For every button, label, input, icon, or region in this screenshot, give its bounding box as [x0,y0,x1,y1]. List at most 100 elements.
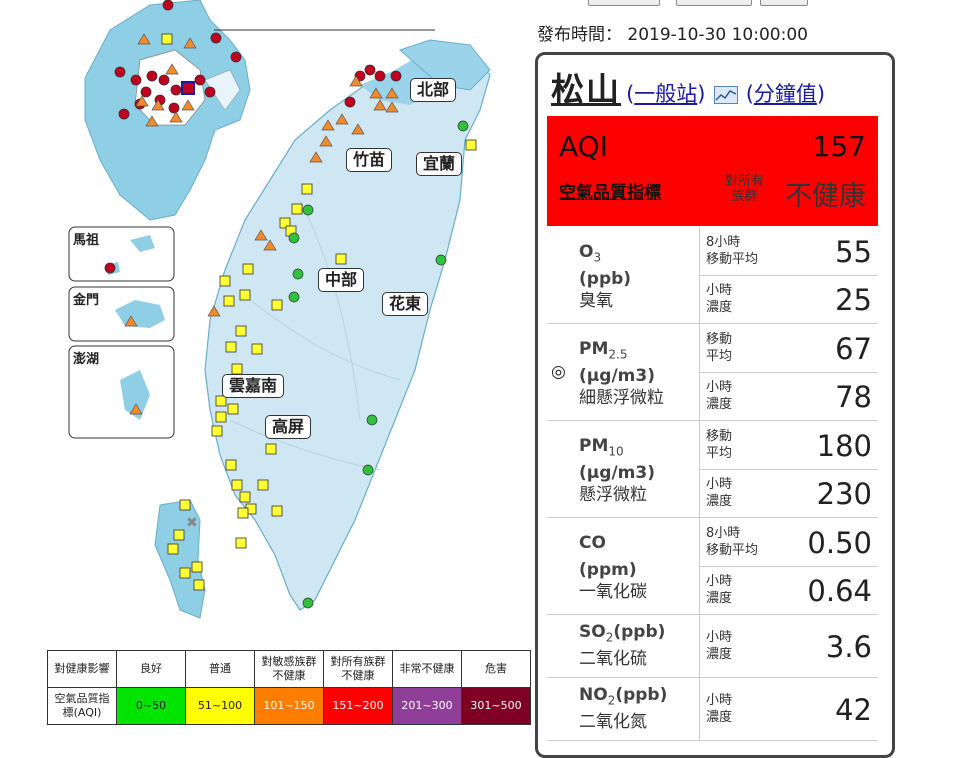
reading-row: 小時濃度 0.64 [699,566,878,614]
reading-value: 180 [816,429,872,463]
reading-label: 小時 濃度 [706,282,732,316]
reading-row: 8小時 移動平均 0.50 [699,518,878,567]
pollutant-name-block: PM10 (μg/m3) 懸浮微粒 [579,435,655,506]
pollutant-formula-sub: 10 [608,444,624,459]
reading-label: 8小時 移動平均 [706,525,758,559]
legend-row-aqi: 空氣品質指標(AQI) 0~50 51~100 101~150 151~200 … [47,687,531,725]
legend-hazardous: 危害 [461,650,531,688]
pollutant-formula-main: PM [579,436,609,456]
reading-label-line1: 小時 [706,574,733,589]
pollutant-row: CO (ppm) 一氧化碳 8小時 移動平均 0.50 小時 濃度 0.64 [547,518,878,615]
reading-value: 25 [835,283,872,317]
legend-range-good: 0~50 [116,687,186,725]
chart-icon[interactable] [713,86,738,104]
pollutant-chinese-name: 一氧化碳 [579,582,647,603]
reading-label-line2: 平均 [706,446,733,461]
reading-label-line2: 濃度 [706,591,733,606]
pollutant-formula-unit-inline: (ppb) [615,685,668,705]
reading-row: 小時 濃度 25 [699,275,878,323]
aqi-summary-box: AQI 157 空氣品質指標 對所有 族群 不健康 [547,116,878,226]
reading-label-line2: 濃度 [706,397,733,412]
pollutant-formula: O3 [579,241,631,268]
pollutant-formula: PM10 [579,435,655,462]
top-control-2[interactable] [676,0,752,6]
publish-label: 發布時間： [537,25,622,45]
inset-title-penghu[interactable]: 澎湖 [73,352,100,367]
reading-label: 小時 濃度 [706,379,732,413]
pollutant-unit: (ppb) [579,269,632,290]
pollutant-formula: CO [579,532,647,559]
pollutant-unit: (μg/m3) [579,463,655,484]
station-markers[interactable]: ✖ [104,0,477,609]
taiwan-main-island [154,39,491,619]
offline-station-icon: ✖ [186,515,198,531]
reading-label: 小時 濃度 [706,573,732,607]
reading-value: 3.6 [825,630,872,664]
region-label-yunjianan[interactable]: 雲嘉南 [222,374,285,398]
legend-range-moderate: 51~100 [185,687,255,725]
pollutant-name-block: SO2(ppb) 二氧化硫 [579,621,665,670]
reading-label-line1: 小時 [706,380,733,395]
pollutant-list: O3 (ppb) 臭氧 8小時 移動平均 55 小時 濃度 25 ◎ PM2.5 (μg/m3) 細懸浮… [547,227,878,741]
station-name: 松山 [551,70,621,109]
legend-range-very-unhealthy: 201~300 [392,687,462,725]
legend-range-unhealthy: 151~200 [323,687,393,725]
station-map[interactable]: ✖ [0,0,530,650]
pollutant-row: NO2(ppb) 二氧化氮 小時 濃度 42 [547,678,878,741]
legend-row-health: 對健康影響 良好 普通 對敏感族群不健康 對所有族群不健康 非常不健康 危害 [47,650,531,688]
pollutant-row: PM10 (μg/m3) 懸浮微粒 移動 平均 180 小時 濃度 230 [547,421,878,518]
reading-label: 小時 濃度 [706,629,732,663]
reading-label-line2: 移動平均 [706,252,759,267]
pollutant-chinese-name: 二氧化氮 [579,712,647,733]
reading-value: 0.64 [807,574,872,608]
pollutant-formula-unit-inline: (ppb) [613,622,666,642]
pollutant-unit: (μg/m3) [579,366,655,387]
legend-range-hazardous: 301~500 [461,687,531,725]
region-label-gaoping[interactable]: 高屏 [265,415,312,439]
region-label-huadong[interactable]: 花東 [382,292,429,316]
region-label-north[interactable]: 北部 [410,78,457,102]
publish-time: 發布時間： 2019-10-30 10:00:00 [537,20,808,45]
aqi-group-line1: 對所有 [725,174,765,189]
pollutant-chinese-name: 懸浮微粒 [579,485,647,506]
pollutant-formula-main: SO [579,622,606,642]
pollutant-row: O3 (ppb) 臭氧 8小時 移動平均 55 小時 濃度 25 [547,227,878,324]
reading-label: 小時 濃度 [706,476,732,510]
station-type-link[interactable]: 一般站 [634,82,698,106]
reading-label: 移動 平均 [706,428,732,462]
region-label-zhumiao[interactable]: 竹苗 [346,148,393,172]
inset-boxes [68,226,175,439]
pollutant-formula-main: CO [579,533,606,553]
legend-good: 良好 [116,650,186,688]
top-control-1[interactable] [588,0,660,6]
aqi-status: 不健康 [785,181,866,212]
pollutant-formula: NO2(ppb) [579,684,667,711]
legend-very-unhealthy: 非常不健康 [392,650,462,688]
reading-label-line2: 濃度 [706,710,733,725]
top-control-3[interactable] [760,0,808,6]
aqi-index-link[interactable]: 空氣品質指標 [559,183,661,203]
reading-value: 230 [816,477,872,511]
reading-label-line1: 移動 [706,429,733,444]
pollutant-formula: SO2(ppb) [579,621,665,648]
region-label-central[interactable]: 中部 [318,268,365,292]
inset-title-matsu[interactable]: 馬祖 [73,233,100,248]
reading-row: 8小時 移動平均 55 [699,227,878,276]
reading-row: 小時 濃度 3.6 [699,622,878,670]
main-pollutant-mark: ◎ [551,362,566,382]
region-label-yilan[interactable]: 宜蘭 [416,152,463,176]
legend-sensitive: 對敏感族群不健康 [254,650,324,688]
aqi-label: AQI [559,130,608,163]
reading-row: 小時 濃度 42 [699,685,878,733]
station-header: 松山 (一般站) (分鐘值) [551,70,826,109]
legend-header-aqi: 空氣品質指標(AQI) [47,687,117,725]
inset-title-kinmen[interactable]: 金門 [73,293,100,308]
pollutant-name-block: NO2(ppb) 二氧化氮 [579,684,667,733]
reading-label-line2: 移動平均 [706,543,759,558]
pollutant-formula-main: O [579,242,594,262]
pollutant-formula-sub: 2 [607,693,616,708]
reading-value: 0.50 [807,526,872,560]
pollutant-formula-sub: 3 [593,250,602,265]
station-detail-panel: 松山 (一般站) (分鐘值) AQI 157 空氣品質指標 對所有 族群 不健康… [535,52,895,758]
minute-value-link[interactable]: 分鐘值 [753,82,817,106]
